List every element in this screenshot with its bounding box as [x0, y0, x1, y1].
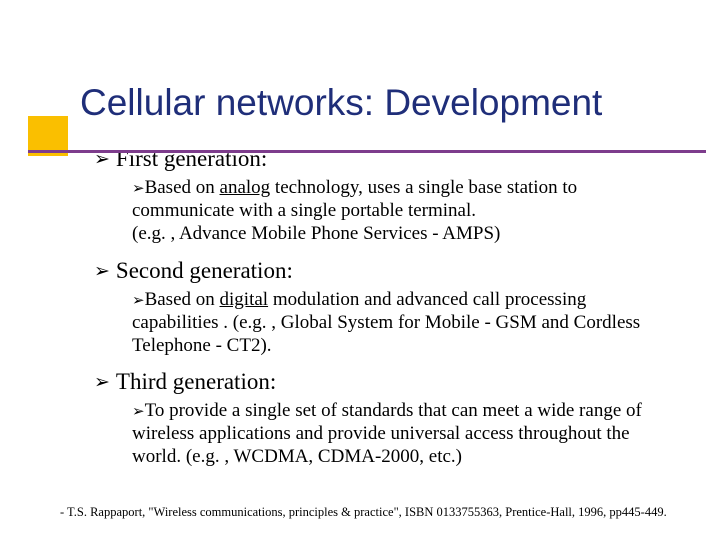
content-region: ➢ First generation: ➢Based on analog tec…: [0, 124, 720, 469]
gen3-text: To provide a single set of standards tha…: [132, 400, 642, 467]
generation-3: ➢ Third generation: ➢To provide a single…: [94, 369, 672, 469]
chevron-icon: ➢: [132, 292, 145, 309]
gen2-keyword: digital: [220, 289, 269, 310]
gen3-body: ➢To provide a single set of standards th…: [94, 397, 672, 469]
gen3-heading-row: ➢ Third generation:: [94, 369, 672, 397]
gen2-body: ➢Based on digital modulation and advance…: [94, 286, 672, 358]
generation-2: ➢ Second generation: ➢Based on digital m…: [94, 258, 672, 358]
title-underline: [28, 150, 706, 153]
gen2-prefix: Based on: [145, 289, 220, 310]
chevron-icon: ➢: [132, 180, 145, 197]
gen2-heading: Second generation:: [116, 258, 293, 284]
gen1-body: ➢Based on analog technology, uses a sing…: [94, 174, 672, 246]
gen3-heading: Third generation:: [116, 369, 276, 395]
gen2-heading-row: ➢ Second generation:: [94, 258, 672, 286]
chevron-icon: ➢: [94, 369, 110, 397]
gen1-keyword: analog: [220, 177, 271, 198]
chevron-icon: ➢: [132, 403, 145, 420]
title-region: Cellular networks: Development: [0, 0, 720, 124]
slide: Cellular networks: Development ➢ First g…: [0, 0, 720, 540]
citation: - T.S. Rappaport, "Wireless communicatio…: [60, 505, 667, 520]
slide-title: Cellular networks: Development: [80, 82, 690, 124]
gen1-example: (e.g. , Advance Mobile Phone Services - …: [132, 223, 500, 244]
gen1-prefix: Based on: [145, 177, 220, 198]
generation-1: ➢ First generation: ➢Based on analog tec…: [94, 146, 672, 246]
chevron-icon: ➢: [94, 258, 110, 286]
